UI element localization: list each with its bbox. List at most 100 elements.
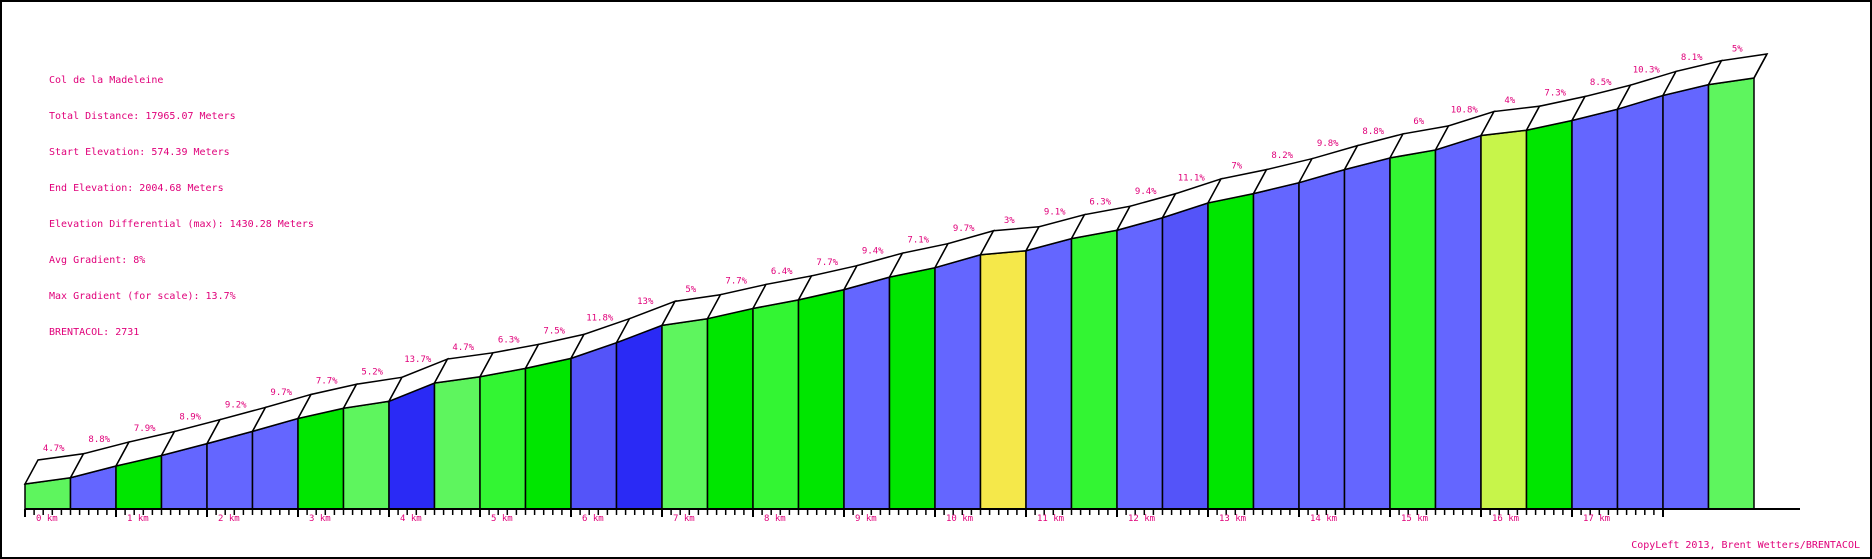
km-tick-label: 8 km (764, 514, 786, 524)
gradient-label: 9.4% (862, 246, 884, 256)
band-edge (1753, 53, 1768, 79)
gradient-segment (1480, 129, 1528, 510)
gradient-label: 4% (1504, 96, 1515, 106)
km-tick-label: 9 km (855, 514, 877, 524)
gradient-label: 9.1% (1044, 208, 1066, 218)
gradient-label: 5.2% (361, 368, 383, 378)
km-tick-label: 12 km (1128, 514, 1155, 524)
climb-title: Col de la Madeleine (49, 75, 164, 86)
gradient-segment (934, 253, 982, 510)
km-tick-label: 1 km (127, 514, 149, 524)
gradient-segment (1434, 134, 1482, 510)
gradient-label: 8.9% (179, 413, 201, 423)
gradient-label: 9.7% (953, 224, 975, 234)
gradient-segment (1707, 77, 1755, 510)
gradient-label: 9.7% (270, 388, 292, 398)
gradient-label: 6.3% (1089, 197, 1111, 207)
gradient-label: 8.8% (88, 435, 110, 445)
km-tick-label: 17 km (1583, 514, 1610, 524)
gradient-label: 11.8% (586, 314, 614, 324)
gradient-label: 7.1% (907, 235, 929, 245)
gradient-segment (433, 375, 481, 510)
gradient-label: 10.3% (1633, 65, 1661, 75)
gradient-label: 7.7% (816, 258, 838, 268)
km-tick-label: 15 km (1401, 514, 1428, 524)
max-gradient: Max Gradient (for scale): 13.7% (49, 291, 236, 302)
gradient-label: 8.5% (1590, 78, 1612, 88)
gradient-label: 8.1% (1681, 53, 1703, 63)
gradient-segment (1571, 108, 1619, 510)
gradient-label: 7.7% (316, 376, 338, 386)
avg-gradient: Avg Gradient: 8% (49, 255, 146, 266)
km-tick-label: 13 km (1219, 514, 1246, 524)
gradient-segment (570, 341, 618, 510)
gradient-segment (661, 317, 709, 510)
gradient-segment (797, 288, 845, 510)
gradient-label: 8.2% (1271, 151, 1293, 161)
gradient-label: 7.7% (725, 277, 747, 287)
gradient-segment (297, 407, 345, 510)
km-tick-label: 7 km (673, 514, 695, 524)
gradient-segment (1025, 237, 1073, 510)
gradient-segment (342, 400, 390, 510)
gradient-label: 13.7% (404, 355, 432, 365)
gradient-segment (1207, 192, 1255, 510)
gradient-segment (706, 307, 754, 510)
gradient-label: 9.2% (225, 401, 247, 411)
brentacol-score: BRENTACOL: 2731 (49, 327, 140, 338)
gradient-segment (1525, 119, 1573, 510)
start-elevation: Start Elevation: 574.39 Meters (49, 147, 230, 158)
km-tick-label: 2 km (218, 514, 240, 524)
km-tick-label: 16 km (1492, 514, 1519, 524)
gradient-label: 4.7% (43, 444, 65, 454)
gradient-segment (1161, 201, 1209, 510)
gradient-label: 4.7% (452, 343, 474, 353)
km-tick-label: 10 km (946, 514, 973, 524)
gradient-label: 9.4% (1135, 187, 1157, 197)
gradient-label: 6.4% (771, 267, 793, 277)
gradient-label: 7% (1231, 161, 1242, 171)
km-tick-label: 11 km (1037, 514, 1064, 524)
gradient-segment (206, 430, 254, 510)
end-elevation: End Elevation: 2004.68 Meters (49, 183, 224, 194)
gradient-label: 7.5% (543, 326, 565, 336)
gradient-segment (979, 249, 1027, 510)
gradient-segment (1070, 229, 1118, 510)
gradient-segment (479, 367, 527, 510)
gradient-label: 7.9% (134, 424, 156, 434)
km-tick-label: 3 km (309, 514, 331, 524)
gradient-label: 11.1% (1178, 173, 1206, 183)
profile-info: Col de la Madeleine Total Distance: 1796… (49, 51, 314, 351)
gradient-segment (1343, 156, 1391, 510)
gradient-segment (524, 357, 572, 510)
gradient-label: 9.8% (1317, 139, 1339, 149)
km-tick-label: 4 km (400, 514, 422, 524)
total-distance: Total Distance: 17965.07 Meters (49, 111, 236, 122)
gradient-label: 10.8% (1451, 106, 1479, 116)
gradient-label: 8.8% (1362, 127, 1384, 137)
copyright-notice: CopyLeft 2013, Brent Wetters/BRENTACOL (1631, 540, 1860, 551)
gradient-segment (1116, 216, 1164, 510)
gradient-label: 6.3% (498, 336, 520, 346)
gradient-segment (251, 417, 299, 510)
gradient-segment (1616, 94, 1664, 510)
km-tick-label: 5 km (491, 514, 513, 524)
gradient-label: 13% (637, 297, 654, 307)
gradient-label: 5% (685, 285, 696, 295)
km-tick-label: 14 km (1310, 514, 1337, 524)
km-tick-label: 6 km (582, 514, 604, 524)
gradient-segment (388, 381, 436, 510)
gradient-segment (615, 324, 663, 510)
gradient-segment (843, 276, 891, 510)
gradient-segment (1389, 149, 1437, 510)
gradient-label: 6% (1413, 117, 1424, 127)
elevation-differential: Elevation Differential (max): 1430.28 Me… (49, 219, 314, 230)
gradient-segment (1298, 168, 1346, 510)
gradient-segment (1662, 83, 1710, 510)
gradient-segment (752, 299, 800, 510)
gradient-label: 3% (1004, 216, 1015, 226)
gradient-segment (1252, 181, 1300, 510)
gradient-segment (888, 266, 936, 510)
gradient-label: 5% (1732, 44, 1743, 54)
